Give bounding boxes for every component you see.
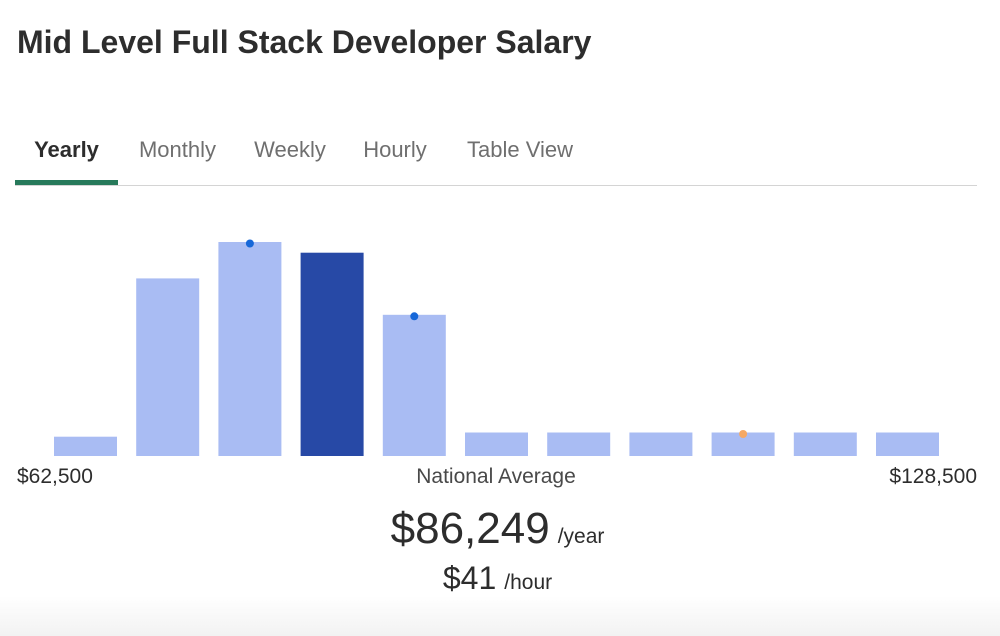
- hourly-unit: /hour: [504, 571, 553, 594]
- bar-marker-dot: [410, 312, 419, 321]
- tab-table-view[interactable]: Table View: [467, 136, 573, 162]
- tab-weekly[interactable]: Weekly: [254, 136, 326, 162]
- histogram-bar: [793, 432, 857, 456]
- tab-yearly[interactable]: Yearly: [34, 136, 99, 162]
- histogram-bar: [547, 432, 611, 456]
- histogram-bar: [711, 432, 775, 456]
- bar-marker-dot: [739, 430, 748, 438]
- histogram-bar: [218, 242, 282, 456]
- hourly-amount: $41: [442, 560, 497, 596]
- period-tabs: Yearly Monthly Weekly Hourly Table View: [15, 115, 977, 186]
- min-salary-label: $62,500: [17, 465, 93, 488]
- tab-monthly[interactable]: Monthly: [138, 136, 217, 162]
- histogram-bar: [136, 278, 200, 456]
- bottom-fade: [0, 596, 1000, 636]
- hourly-salary: $41/hour: [0, 560, 995, 597]
- page-title: Mid Level Full Stack Developer Salary: [17, 24, 592, 60]
- tab-hourly[interactable]: Hourly: [363, 136, 427, 162]
- histogram-bar: [54, 436, 117, 456]
- yearly-amount: $86,249: [390, 504, 550, 553]
- bar-marker-dot: [245, 239, 254, 248]
- salary-distribution-chart: [54, 239, 939, 456]
- histogram-bar: [876, 432, 939, 456]
- national-average-label: National Average: [416, 465, 576, 488]
- histogram-bar: [629, 432, 693, 456]
- histogram-bar: [465, 432, 528, 456]
- histogram-bar: [382, 314, 446, 456]
- yearly-salary: $86,249/year: [0, 504, 995, 554]
- yearly-unit: /year: [557, 525, 605, 548]
- max-salary-label: $128,500: [889, 465, 977, 488]
- histogram-bar: [300, 252, 364, 456]
- active-tab-indicator: [15, 180, 118, 185]
